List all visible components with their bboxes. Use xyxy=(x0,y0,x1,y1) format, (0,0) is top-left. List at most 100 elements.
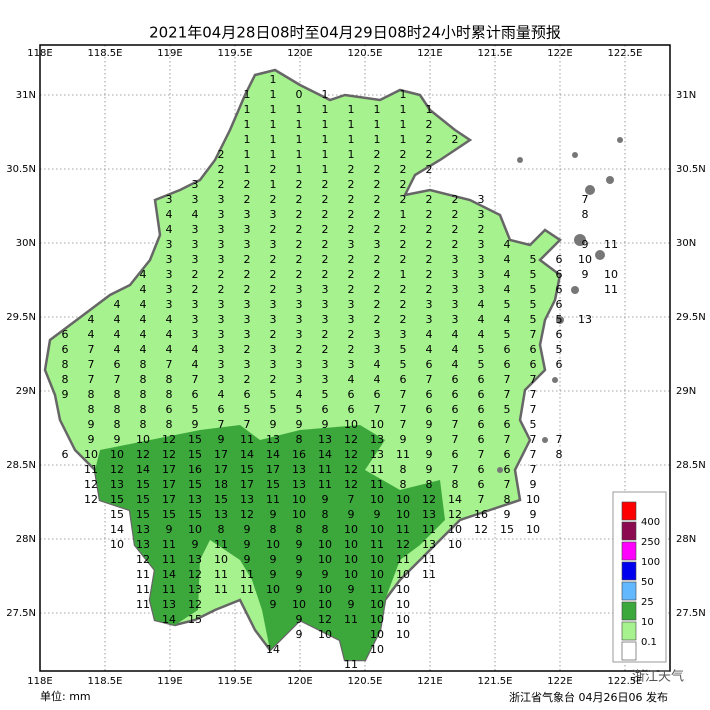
rain-value: 6 xyxy=(478,418,485,431)
rain-value: 4 xyxy=(166,208,173,221)
rain-value: 6 xyxy=(452,448,459,461)
rain-value: 4 xyxy=(88,313,95,326)
rain-value: 2 xyxy=(218,163,225,176)
rain-value: 14 xyxy=(266,643,280,656)
rain-value: 17 xyxy=(162,463,176,476)
rain-value: 10 xyxy=(448,538,462,551)
rain-value: 9 xyxy=(114,433,121,446)
rain-value: 2 xyxy=(374,208,381,221)
rain-value: 3 xyxy=(192,328,199,341)
rain-value: 10 xyxy=(370,418,384,431)
rain-value: 3 xyxy=(400,328,407,341)
rain-value: 11 xyxy=(422,523,436,536)
rain-value: 10 xyxy=(578,253,592,266)
rain-value: 3 xyxy=(218,373,225,386)
rain-value: 2 xyxy=(348,328,355,341)
rain-value: 7 xyxy=(88,358,95,371)
rain-value: 3 xyxy=(166,253,173,266)
rain-value: 16 xyxy=(188,463,202,476)
rain-value: 1 xyxy=(270,148,277,161)
rain-value: 15 xyxy=(188,478,202,491)
rain-value: 5 xyxy=(504,403,511,416)
rain-value: 1 xyxy=(296,163,303,176)
rain-value: 3 xyxy=(192,253,199,266)
rain-value: 3 xyxy=(296,298,303,311)
rain-value: 1 xyxy=(322,118,329,131)
rain-value: 8 xyxy=(140,358,147,371)
issuer-label: 浙江省气象台 04月26日06 发布 xyxy=(509,690,668,704)
rain-value: 9 xyxy=(426,448,433,461)
watermark: 浙江天气 xyxy=(632,669,684,685)
rain-value: 1 xyxy=(296,148,303,161)
rain-value: 2 xyxy=(244,373,251,386)
rain-value: 8 xyxy=(426,478,433,491)
rain-value: 2 xyxy=(244,178,251,191)
rain-value: 9 xyxy=(348,583,355,596)
rain-value: 11 xyxy=(136,598,150,611)
rain-value: 2 xyxy=(270,253,277,266)
x-tick-label-top: 118.5E xyxy=(88,48,123,59)
legend-swatch xyxy=(621,521,637,541)
rain-value: 10 xyxy=(526,523,540,536)
rain-value: 7 xyxy=(530,388,537,401)
rain-value: 11 xyxy=(396,523,410,536)
rain-value: 15 xyxy=(110,508,124,521)
rain-value: 1 xyxy=(400,133,407,146)
rain-value: 1 xyxy=(322,163,329,176)
rain-value: 1 xyxy=(322,133,329,146)
rain-value: 9 xyxy=(270,598,277,611)
rain-value: 8 xyxy=(62,358,69,371)
rain-value: 11 xyxy=(162,553,176,566)
rain-value: 12 xyxy=(84,493,98,506)
rain-value: 1 xyxy=(400,118,407,131)
rain-value: 7 xyxy=(504,388,511,401)
rain-value: 17 xyxy=(240,478,254,491)
rain-value: 2 xyxy=(374,223,381,236)
rain-value: 11 xyxy=(370,478,384,491)
rain-value: 11 xyxy=(240,583,254,596)
rain-value: 4 xyxy=(166,313,173,326)
rain-value: 4 xyxy=(426,343,433,356)
rain-value: 9 xyxy=(530,508,537,521)
unit-label: 单位: mm xyxy=(40,689,91,703)
rain-value: 2 xyxy=(374,253,381,266)
y-tick-label-right: 30N xyxy=(676,238,696,249)
rain-value: 9 xyxy=(296,538,303,551)
rain-value: 9 xyxy=(296,553,303,566)
rain-value: 11 xyxy=(318,463,332,476)
rain-value: 1 xyxy=(270,178,277,191)
rain-value: 9 xyxy=(348,508,355,521)
rain-value: 2 xyxy=(322,238,329,251)
rain-value: 7 xyxy=(452,418,459,431)
rain-value: 8 xyxy=(582,208,589,221)
rain-value: 1 xyxy=(374,103,381,116)
rain-value: 2 xyxy=(426,253,433,266)
rain-value: 1 xyxy=(244,163,251,176)
rain-value: 9 xyxy=(88,418,95,431)
rain-value: 3 xyxy=(452,313,459,326)
rain-value: 3 xyxy=(452,268,459,281)
rain-value: 9 xyxy=(244,523,251,536)
x-tick-label-top: 121E xyxy=(417,48,442,59)
rain-value: 6 xyxy=(556,328,563,341)
rain-value: 7 xyxy=(166,358,173,371)
rain-value: 7 xyxy=(504,433,511,446)
rain-value: 17 xyxy=(162,493,176,506)
rain-value: 11 xyxy=(422,553,436,566)
rain-value: 9 xyxy=(88,433,95,446)
rain-value: 4 xyxy=(478,313,485,326)
rain-value: 11 xyxy=(318,478,332,491)
rain-value: 1 xyxy=(400,268,407,281)
rain-value: 9 xyxy=(244,538,251,551)
rain-value: 3 xyxy=(192,298,199,311)
rain-value: 9 xyxy=(374,508,381,521)
y-tick-label-right: 28.5N xyxy=(676,460,706,471)
rain-value: 10 xyxy=(318,628,332,641)
rain-value: 1 xyxy=(348,118,355,131)
rain-value: 6 xyxy=(478,478,485,491)
rain-value: 6 xyxy=(556,358,563,371)
rain-value: 2 xyxy=(400,238,407,251)
rain-value: 10 xyxy=(344,418,358,431)
rain-value: 3 xyxy=(452,253,459,266)
